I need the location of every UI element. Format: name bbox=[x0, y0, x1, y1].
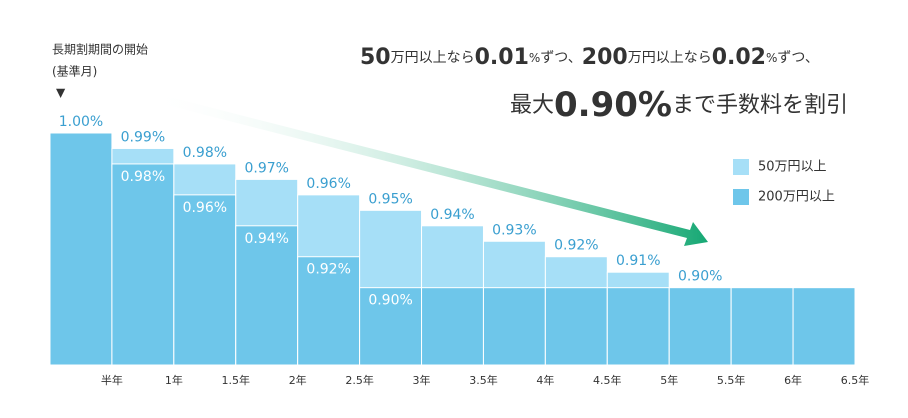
headline-part: 0.02 bbox=[712, 45, 766, 70]
value-label: 0.96% bbox=[306, 176, 350, 192]
x-tick-label: 4年 bbox=[536, 373, 554, 387]
x-tick-label: 2.5年 bbox=[345, 373, 374, 387]
bar bbox=[668, 287, 732, 366]
bar bbox=[173, 194, 237, 366]
x-tick-label: 1年 bbox=[165, 373, 183, 387]
start-label: 長期割期間の開始 bbox=[52, 42, 148, 57]
value-label: 0.90% bbox=[678, 269, 722, 285]
x-tick-label: 2年 bbox=[289, 373, 307, 387]
bar bbox=[111, 163, 175, 366]
start-sub: (基準月) bbox=[52, 64, 97, 79]
value-label: 0.99% bbox=[121, 129, 165, 145]
bar bbox=[482, 287, 546, 366]
legend-label: 200万円以上 bbox=[758, 190, 835, 205]
headline-part: 万円以上なら bbox=[628, 50, 712, 66]
headline-2: 最大0.90%まで手数料を割引 bbox=[510, 85, 848, 125]
x-tick-label: 3年 bbox=[413, 373, 431, 387]
x-tick-label: 5年 bbox=[660, 373, 678, 387]
headline-part: 0.01 bbox=[475, 45, 529, 70]
value-label: 0.98% bbox=[121, 169, 165, 185]
value-label: 0.92% bbox=[554, 238, 598, 254]
bar bbox=[49, 132, 113, 366]
x-tick-label: 3.5年 bbox=[469, 373, 498, 387]
value-label: 0.94% bbox=[430, 207, 474, 223]
headline-part: ずつ、 bbox=[540, 50, 581, 66]
value-label: 0.96% bbox=[183, 200, 227, 216]
headline-part: 最大 bbox=[510, 93, 554, 118]
headline-part: 50 bbox=[360, 45, 391, 70]
arrow bbox=[147, 92, 708, 246]
value-label: 0.94% bbox=[244, 231, 288, 247]
bar bbox=[297, 256, 361, 366]
headline-part: ずつ、 bbox=[777, 50, 818, 66]
value-label: 0.91% bbox=[616, 253, 660, 269]
bar bbox=[730, 287, 794, 366]
value-label: 0.92% bbox=[306, 262, 350, 278]
headline-part: 200 bbox=[582, 45, 628, 70]
bar bbox=[606, 287, 670, 366]
value-label: 0.90% bbox=[368, 293, 412, 309]
value-label: 0.97% bbox=[244, 160, 288, 176]
x-tick-label: 4.5年 bbox=[593, 373, 622, 387]
x-tick-label: 5.5年 bbox=[717, 373, 746, 387]
x-tick-label: 6.5年 bbox=[841, 373, 870, 387]
legend-swatch bbox=[733, 159, 749, 175]
headline-part: まで手数料を割引 bbox=[672, 93, 848, 118]
x-tick-label: 6年 bbox=[784, 373, 802, 387]
start-marker: ▼ bbox=[56, 86, 66, 100]
x-tick-label: 半年 bbox=[101, 373, 123, 387]
x-tick-label: 1.5年 bbox=[222, 373, 251, 387]
headline-part: 0.90% bbox=[554, 85, 672, 125]
legend-swatch bbox=[733, 189, 749, 205]
headline-part: % bbox=[766, 51, 777, 65]
value-label: 1.00% bbox=[59, 114, 103, 130]
legend-label: 50万円以上 bbox=[758, 160, 827, 175]
bar bbox=[235, 225, 299, 366]
headline-part: 万円以上なら bbox=[391, 50, 475, 66]
value-label: 0.93% bbox=[492, 222, 536, 238]
headline-part: % bbox=[529, 51, 540, 65]
bar bbox=[359, 287, 423, 366]
value-label: 0.98% bbox=[183, 145, 227, 161]
value-label: 0.95% bbox=[368, 191, 412, 207]
headline-1: 50万円以上なら0.01%ずつ、200万円以上なら0.02%ずつ、 bbox=[360, 45, 819, 70]
bar bbox=[421, 287, 484, 366]
bar bbox=[544, 287, 608, 366]
bar bbox=[792, 287, 856, 366]
